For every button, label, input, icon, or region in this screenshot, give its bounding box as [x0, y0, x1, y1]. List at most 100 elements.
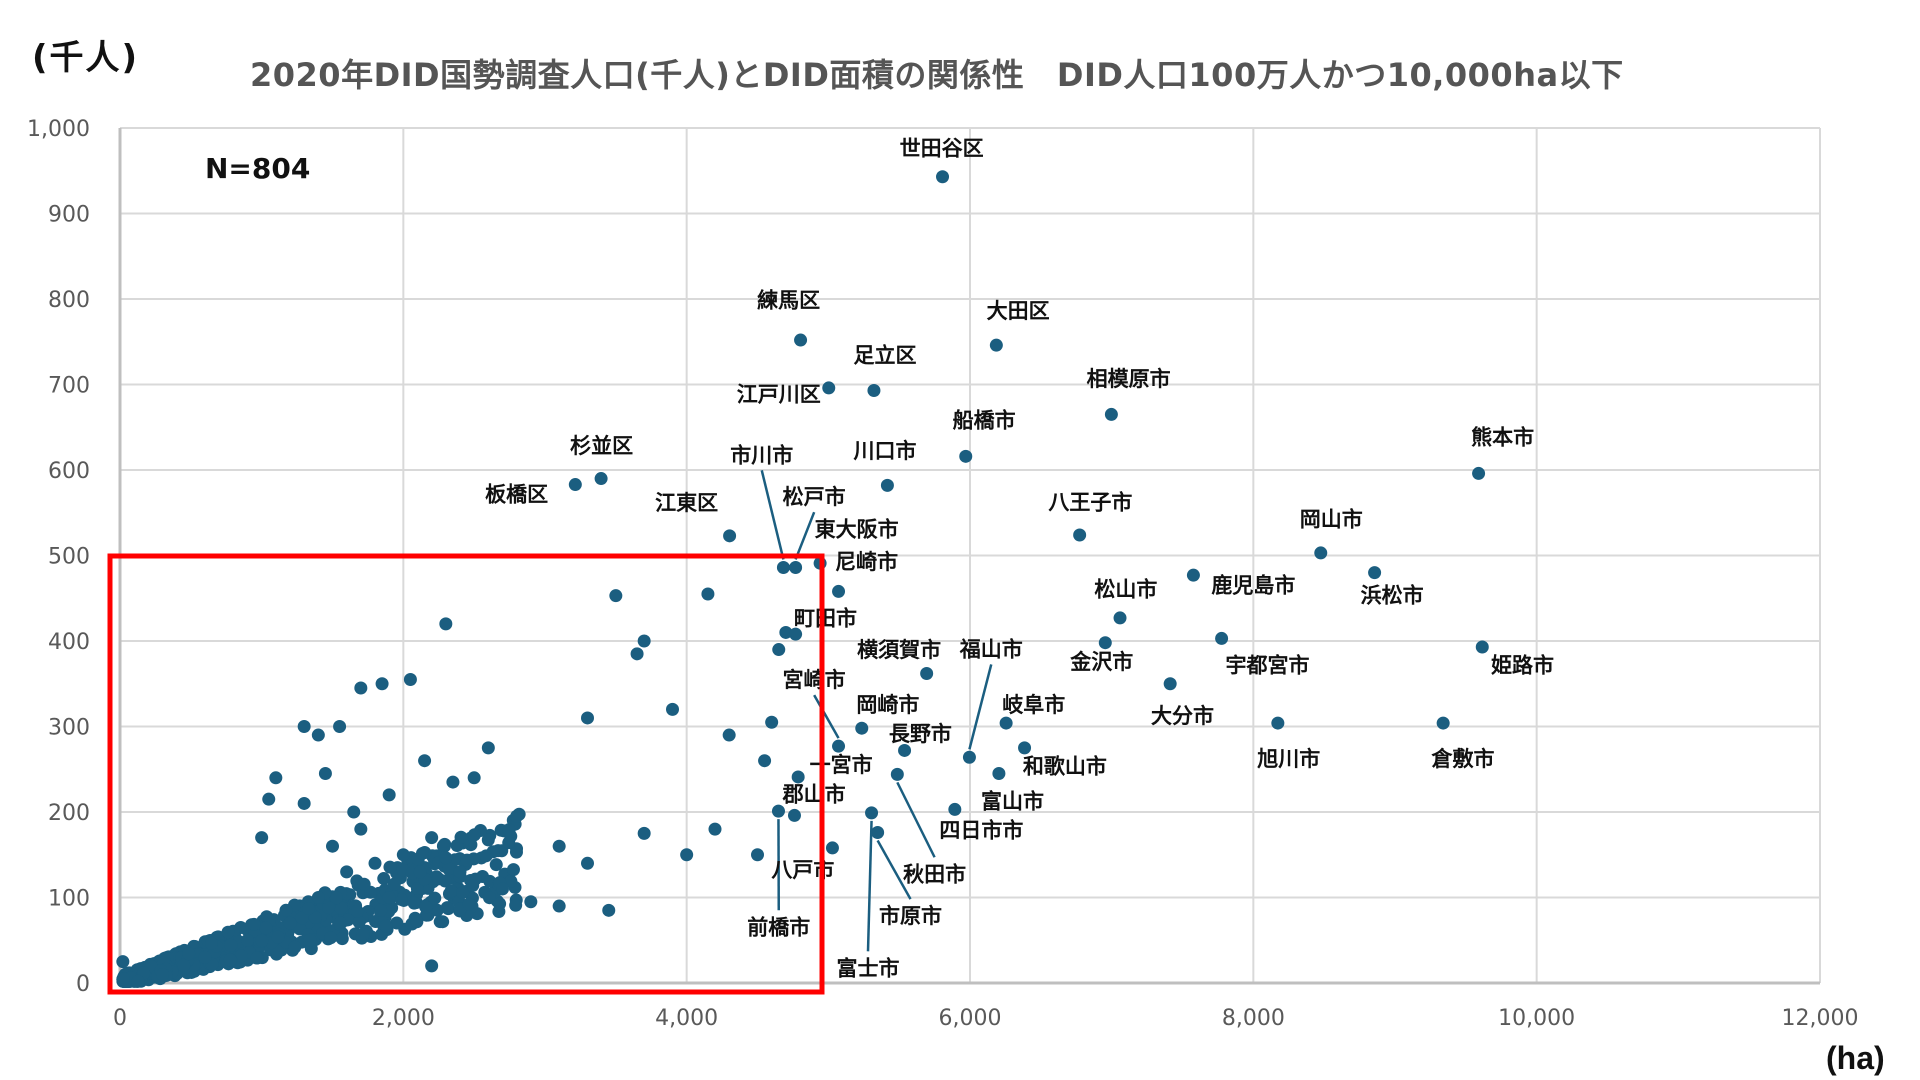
data-point: [418, 754, 432, 768]
data-point: [375, 677, 389, 691]
labeled-data-point: [822, 381, 836, 395]
point-label: 四日市市: [939, 819, 1023, 843]
point-label: 一宮市: [810, 753, 873, 777]
data-point: [425, 959, 439, 973]
data-point: [326, 839, 339, 853]
labeled-data-point: [594, 472, 608, 486]
labeled-data-point: [959, 449, 973, 463]
y-tick-label: 600: [48, 459, 90, 484]
labeled-data-point: [832, 739, 846, 753]
data-point: [758, 754, 772, 768]
labeled-data-point: [1436, 716, 1450, 730]
labeled-data-point: [1163, 677, 1177, 691]
labeled-data-point: [1368, 566, 1382, 580]
labeled-data-point: [776, 560, 790, 574]
point-label: 姫路市: [1491, 654, 1554, 678]
y-tick-label: 300: [48, 716, 90, 741]
point-label: 浜松市: [1361, 584, 1424, 608]
data-point: [311, 728, 325, 742]
labeled-data-point: [871, 826, 885, 840]
y-tick-label: 500: [48, 545, 90, 570]
data-point: [602, 903, 616, 917]
x-tick-label: 0: [113, 1006, 127, 1031]
data-point: [722, 728, 736, 742]
data-point: [382, 788, 396, 802]
data-point: [765, 715, 779, 729]
labeled-data-point: [1215, 631, 1229, 645]
data-point: [269, 771, 283, 785]
labeled-data-point: [1186, 568, 1200, 582]
point-label: 杉並区: [570, 434, 633, 458]
point-label: 宇都宮市: [1226, 654, 1310, 678]
point-label: 江戸川区: [737, 383, 821, 407]
labeled-data-point: [936, 170, 950, 184]
labeled-data-point: [794, 333, 808, 347]
point-label: 世田谷区: [900, 136, 984, 160]
x-axis-unit-label: (ha): [1826, 1040, 1885, 1076]
data-point: [552, 839, 566, 853]
labeled-data-point: [825, 841, 839, 855]
data-point: [609, 589, 623, 603]
labeled-data-point: [1475, 640, 1489, 654]
labeled-data-point: [1018, 741, 1032, 755]
data-point: [439, 617, 453, 631]
data-point: [333, 720, 347, 733]
x-tick-label: 8,000: [1222, 1006, 1285, 1031]
data-point: [297, 796, 311, 810]
sample-size-annotation: N=804: [205, 152, 310, 185]
point-label: 川口市: [853, 439, 917, 463]
point-label: 長野市: [889, 722, 952, 746]
point-label: 富士市: [837, 956, 900, 980]
point-label: 和歌山市: [1023, 755, 1107, 779]
data-point: [552, 899, 566, 913]
point-label: 八王子市: [1048, 490, 1132, 514]
point-label: 岡崎市: [856, 693, 919, 717]
y-tick-label: 1,000: [27, 117, 90, 142]
data-point: [453, 865, 467, 879]
data-point: [116, 955, 130, 969]
point-label: 船橋市: [953, 408, 1016, 432]
x-tick-label: 6,000: [939, 1006, 1002, 1031]
data-point: [262, 792, 276, 806]
point-label: 町田市: [794, 607, 857, 631]
data-point: [368, 856, 382, 870]
data-point: [403, 672, 417, 686]
x-tick-label: 10,000: [1498, 1006, 1575, 1031]
data-point: [779, 625, 793, 639]
labeled-data-point: [989, 338, 1003, 352]
data-point: [347, 805, 361, 819]
labeled-data-point: [791, 770, 805, 784]
data-point: [751, 848, 764, 862]
point-label: 岐阜市: [1002, 693, 1065, 717]
data-point: [425, 831, 439, 845]
data-point: [255, 831, 269, 845]
labeled-data-point: [855, 721, 869, 735]
data-point: [496, 882, 509, 896]
point-label: 鹿児島市: [1211, 573, 1295, 597]
x-axis-ticks: 0 2,000 4,000 6,000 8,000 10,000 12,000: [113, 1006, 1858, 1031]
labeled-data-point: [867, 383, 881, 397]
labeled-data-point: [865, 806, 879, 820]
point-label: 岡山市: [1300, 507, 1363, 531]
point-label: 松戸市: [783, 485, 846, 509]
data-point: [198, 950, 212, 964]
data-point: [318, 767, 332, 781]
data-point: [524, 895, 538, 909]
label-leader-lines: [760, 470, 993, 952]
point-label: 郡山市: [782, 783, 846, 807]
point-label: 福山市: [959, 637, 1023, 661]
labeled-data-point: [789, 627, 803, 641]
labeled-data-point: [1314, 546, 1328, 560]
y-tick-label: 400: [48, 630, 90, 655]
data-point: [297, 720, 311, 733]
point-label: 足立区: [854, 343, 917, 367]
point-label: 秋田市: [903, 862, 966, 886]
x-tick-label: 4,000: [655, 1006, 718, 1031]
data-point: [630, 647, 644, 661]
data-point: [637, 826, 651, 840]
y-tick-label: 200: [48, 801, 90, 826]
point-labels: 世田谷区練馬区 大田区足立区江戸川区相模原市船橋市熊本市杉並区板橋区川口市江東区八…: [485, 136, 1554, 980]
data-point: [666, 702, 679, 716]
